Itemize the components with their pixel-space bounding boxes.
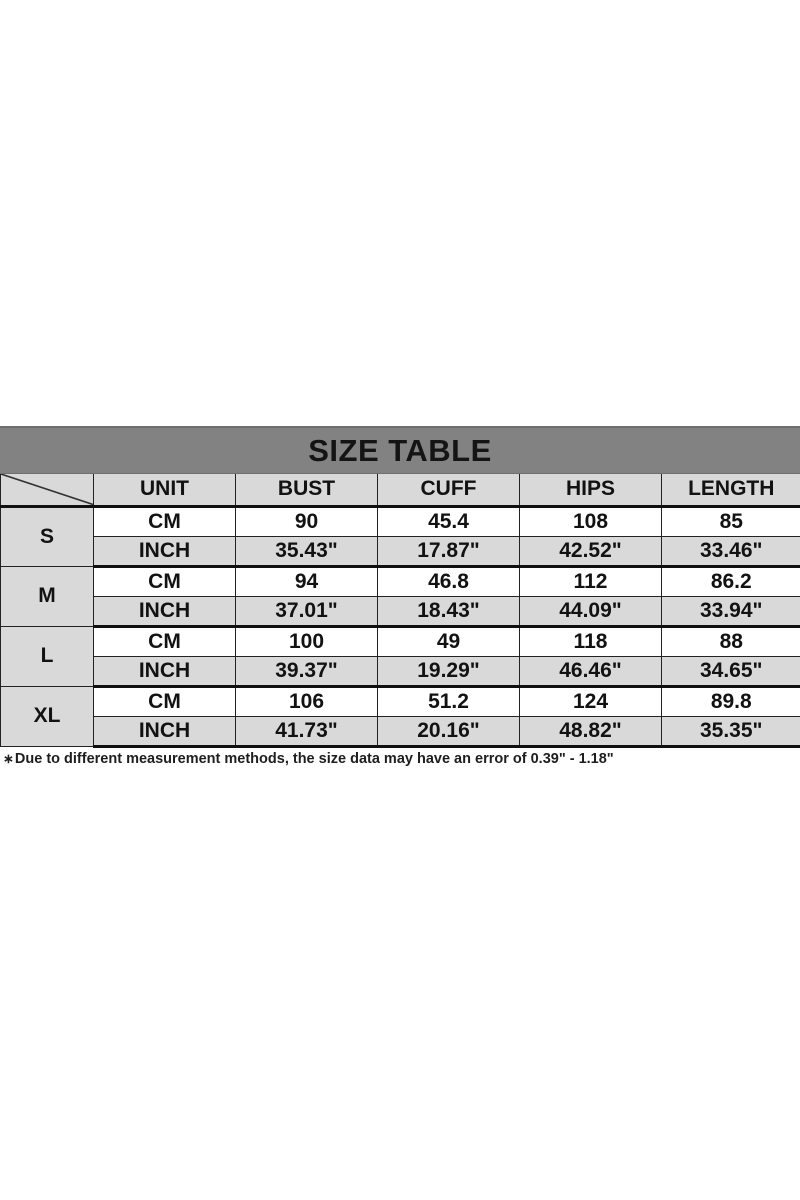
- row-m-cm: M CM 94 46.8 112 86.2: [0, 565, 800, 627]
- cell-s-inch-cuff: 17.87": [377, 535, 520, 568]
- cell-l-inch-length: 34.65": [661, 655, 800, 688]
- col-header-unit: UNIT: [93, 474, 236, 508]
- cell-s-inch-length: 33.46": [661, 535, 800, 568]
- cell-l-cm-length: 88: [661, 625, 800, 657]
- cell-m-inch-hips: 44.09": [519, 595, 662, 628]
- row-l-cm: L CM 100 49 118 88: [0, 625, 800, 687]
- cell-s-inch-hips: 42.52": [519, 535, 662, 568]
- unit-label-cm: CM: [93, 505, 236, 537]
- row-xl-cm: XL CM 106 51.2 124 89.8: [0, 685, 800, 747]
- cell-m-cm-bust: 94: [235, 565, 378, 597]
- unit-label-cm: CM: [93, 565, 236, 597]
- cell-s-cm-hips: 108: [519, 505, 662, 537]
- cell-l-cm-cuff: 49: [377, 625, 520, 657]
- unit-label-inch: INCH: [93, 535, 236, 568]
- cell-m-inch-cuff: 18.43": [377, 595, 520, 628]
- cell-s-cm-bust: 90: [235, 505, 378, 537]
- cell-xl-cm-bust: 106: [235, 685, 378, 717]
- cell-xl-inch-cuff: 20.16": [377, 715, 520, 748]
- cell-xl-cm-hips: 124: [519, 685, 662, 717]
- diagonal-corner-cell: [0, 474, 94, 508]
- cell-l-cm-bust: 100: [235, 625, 378, 657]
- unit-label-inch: INCH: [93, 715, 236, 748]
- cell-l-inch-hips: 46.46": [519, 655, 662, 688]
- cell-l-inch-bust: 39.37": [235, 655, 378, 688]
- col-header-length: LENGTH: [661, 474, 800, 508]
- size-label-s: S: [0, 505, 94, 567]
- unit-label-inch: INCH: [93, 595, 236, 628]
- size-table: UNIT BUST CUFF HIPS LENGTH S CM 90 45.4 …: [0, 474, 800, 748]
- row-l-inch: INCH 39.37" 19.29" 46.46" 34.65": [1, 655, 800, 688]
- cell-m-cm-cuff: 46.8: [377, 565, 520, 597]
- row-s-inch: INCH 35.43" 17.87" 42.52" 33.46": [1, 535, 800, 568]
- cell-s-inch-bust: 35.43": [235, 535, 378, 568]
- size-label-l: L: [0, 625, 94, 687]
- footnote-star-icon: ∗: [3, 750, 14, 766]
- footnote-text: Due to different measurement methods, th…: [14, 750, 614, 767]
- unit-label-cm: CM: [93, 685, 236, 717]
- header-row: UNIT BUST CUFF HIPS LENGTH: [0, 474, 800, 508]
- title-band: SIZE TABLE: [0, 426, 800, 474]
- col-header-hips: HIPS: [519, 474, 662, 508]
- measurement-footnote: ∗Due to different measurement methods, t…: [0, 751, 800, 767]
- cell-l-cm-hips: 118: [519, 625, 662, 657]
- diagonal-line-icon: [1, 474, 93, 505]
- cell-s-cm-length: 85: [661, 505, 800, 537]
- size-chart-content: SIZE TABLE UNIT BUST CUFF HIPS: [0, 426, 800, 767]
- cell-xl-inch-length: 35.35": [661, 715, 800, 748]
- cell-xl-cm-cuff: 51.2: [377, 685, 520, 717]
- cell-m-cm-hips: 112: [519, 565, 662, 597]
- cell-m-cm-length: 86.2: [661, 565, 800, 597]
- cell-xl-inch-bust: 41.73": [235, 715, 378, 748]
- cell-xl-cm-length: 89.8: [661, 685, 800, 717]
- cell-m-inch-bust: 37.01": [235, 595, 378, 628]
- col-header-cuff: CUFF: [377, 474, 520, 508]
- size-label-m: M: [0, 565, 94, 627]
- cell-s-cm-cuff: 45.4: [377, 505, 520, 537]
- size-label-xl: XL: [0, 685, 94, 747]
- unit-label-inch: INCH: [93, 655, 236, 688]
- row-s-cm: S CM 90 45.4 108 85: [0, 505, 800, 567]
- size-table-title: SIZE TABLE: [308, 433, 492, 468]
- unit-label-cm: CM: [93, 625, 236, 657]
- cell-xl-inch-hips: 48.82": [519, 715, 662, 748]
- cell-m-inch-length: 33.94": [661, 595, 800, 628]
- cell-l-inch-cuff: 19.29": [377, 655, 520, 688]
- row-xl-inch: INCH 41.73" 20.16" 48.82" 35.35": [1, 715, 800, 748]
- col-header-bust: BUST: [235, 474, 378, 508]
- row-m-inch: INCH 37.01" 18.43" 44.09" 33.94": [1, 595, 800, 628]
